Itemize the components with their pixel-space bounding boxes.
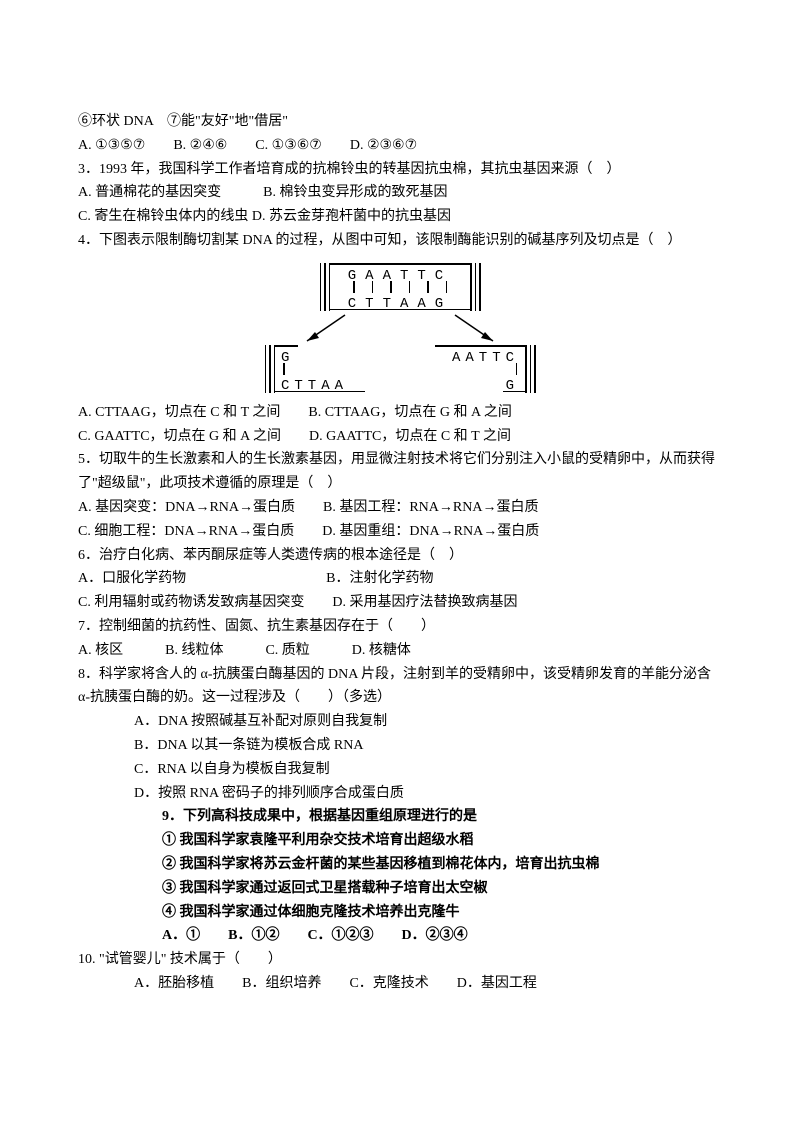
left-bars-icon — [320, 263, 331, 311]
q5-options-ab: A. 基因突变：DNA→RNA→蛋白质 B. 基因工程：RNA→RNA→蛋白质 — [78, 496, 722, 520]
q3-stem: 3．1993 年，我国科学工作者培育成的抗棉铃虫的转基因抗虫棉，其抗虫基因来源（… — [78, 158, 722, 182]
q5-stem: 5．切取牛的生长激素和人的生长激素基因，用显微注射技术将它们分别注入小鼠的受精卵… — [78, 448, 722, 496]
q8-stem: 8．科学家将含人的 α-抗胰蛋白酶基因的 DNA 片段，注射到羊的受精卵中，该受… — [78, 663, 722, 711]
q8-option-c: C．RNA 以自身为模板自我复制 — [78, 758, 722, 782]
frag-right-bot: G — [435, 375, 525, 391]
arrow-left-icon — [295, 313, 355, 345]
q10-stem: 10. "试管婴儿" 技术属于（ ） — [78, 948, 722, 972]
q4-options-cd: C. GAATTC，切点在 G 和 A 之间 D. GAATTC，切点在 C 和… — [78, 425, 722, 449]
q8-option-a: A．DNA 按照碱基互补配对原则自我复制 — [78, 710, 722, 734]
q6-options-cd: C. 利用辐射或药物诱发致病基因突变 D. 采用基因疗法替换致病基因 — [78, 591, 722, 615]
seq-top: GAATTC — [330, 265, 470, 281]
q6-options-ab: A．口服化学药物 B．注射化学药物 — [78, 567, 722, 591]
q8-option-d: D．按照 RNA 密码子的排列顺序合成蛋白质 — [78, 782, 722, 806]
q6-stem: 6．治疗白化病、苯丙酮尿症等人类遗传病的根本途径是（ ） — [78, 544, 722, 568]
fragment-left: G CTTAA — [265, 345, 366, 393]
dna-diagram: GAATTC CTTAAG — [200, 263, 600, 393]
q7-options: A. 核区 B. 线粒体 C. 质粒 D. 核糖体 — [78, 639, 722, 663]
q3-options-ab: A. 普通棉花的基因突变 B. 棉铃虫变异形成的致死基因 — [78, 181, 722, 205]
q4-options-ab: A. CTTAAG，切点在 C 和 T 之间 B. CTTAAG，切点在 G 和… — [78, 401, 722, 425]
preamble-line-1: ⑥环状 DNA ⑦能"友好"地"借居" — [78, 110, 722, 134]
arrows — [200, 313, 600, 345]
q8-option-b: B．DNA 以其一条链为模板合成 RNA — [78, 734, 722, 758]
arrow-right-icon — [445, 313, 505, 345]
right-bars-icon — [470, 263, 481, 311]
dna-fragments: G CTTAA AATTC G — [200, 345, 600, 393]
seq-bottom: CTTAAG — [330, 293, 470, 309]
frag-left-bot: CTTAA — [275, 375, 365, 391]
q9-item-2: ② 我国科学家将苏云金杆菌的某些基因移植到棉花体内，培育出抗虫棉 — [78, 853, 722, 877]
q7-stem: 7．控制细菌的抗药性、固氮、抗生素基因存在于（ ） — [78, 615, 722, 639]
preamble-options: A. ①③⑤⑦ B. ②④⑥ C. ①③⑥⑦ D. ②③⑥⑦ — [78, 134, 722, 158]
frag-left-top: G — [275, 347, 365, 363]
q9-options: A．① B．①② C．①②③ D．②③④ — [78, 924, 722, 948]
frag-right-top: AATTC — [435, 347, 525, 363]
q4-stem: 4．下图表示限制酶切割某 DNA 的过程，从图中可知，该限制酶能识别的碱基序列及… — [78, 229, 722, 253]
q5-options-cd: C. 细胞工程：DNA→RNA→蛋白质 D. 基因重组：DNA→RNA→蛋白质 — [78, 520, 722, 544]
q3-options-cd: C. 寄生在棉铃虫体内的线虫 D. 苏云金芽孢杆菌中的抗虫基因 — [78, 205, 722, 229]
q9-item-1: ① 我国科学家袁隆平利用杂交技术培育出超级水稻 — [78, 829, 722, 853]
page-content: ⑥环状 DNA ⑦能"友好"地"借居" A. ①③⑤⑦ B. ②④⑥ C. ①③… — [0, 0, 800, 1036]
q9-stem: 9．下列高科技成果中，根据基因重组原理进行的是 — [78, 805, 722, 829]
dna-top-strand: GAATTC CTTAAG — [200, 263, 600, 311]
q9-item-4: ④ 我国科学家通过体细胞克隆技术培养出克隆牛 — [78, 901, 722, 925]
fragment-right: AATTC G — [435, 345, 536, 393]
q9-item-3: ③ 我国科学家通过返回式卫星搭载种子培育出太空椒 — [78, 877, 722, 901]
q10-options: A．胚胎移植 B．组织培养 C．克隆技术 D．基因工程 — [78, 972, 722, 996]
